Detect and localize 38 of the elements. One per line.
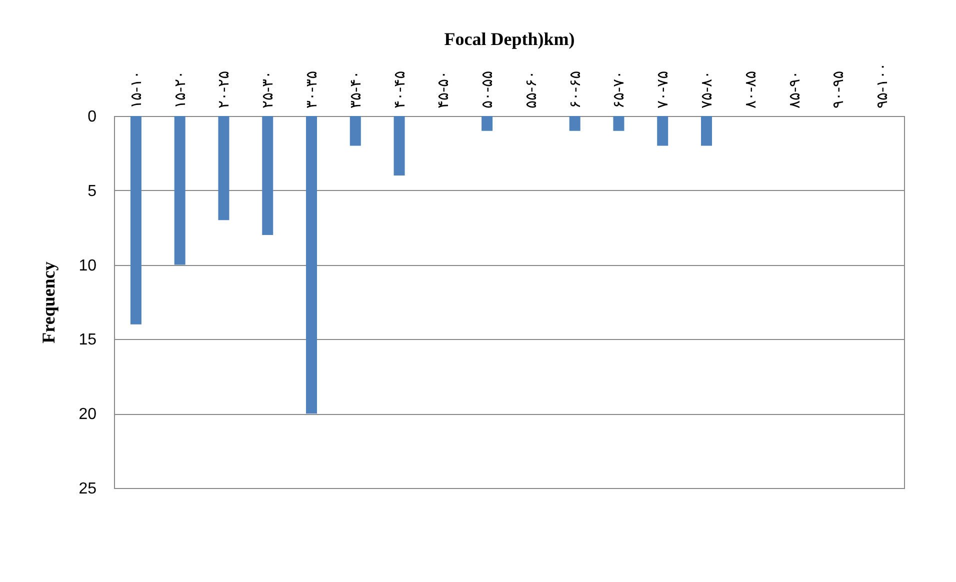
x-tick-label: ۶۰-۶۵ [566,70,584,108]
y-tick-label: 15 [78,332,97,349]
y-tick-label: 20 [78,406,97,424]
y-tick-label: 25 [78,480,97,498]
bar [174,116,186,265]
x-tick-label: ۲۰-۲۵ [214,70,233,108]
x-tick-label: ۵۵-۶۰ [522,70,540,108]
x-axis-title: Focal Depth)km) [444,28,575,49]
x-tick-label: ۳۰-۳۵ [302,70,320,108]
x-tick-label: ۸۵-۹۰ [785,70,804,108]
y-tick-label: 10 [78,257,97,274]
bar [482,116,493,131]
x-tick-label: ۴۵-۵۰ [434,70,452,108]
x-tick-label: ۹۵-۱۰۰ [873,62,892,108]
x-tick-label: ۳۵-۴۰ [346,70,364,108]
bar [613,116,624,131]
bar [657,116,668,146]
x-tick-label: ۵۰-۵۵ [478,70,496,108]
x-tick-label: ۶۵-۷۰ [610,70,628,108]
bar [394,116,405,176]
bar [701,116,712,146]
x-tick-label: ۹۰-۹۵ [829,70,848,108]
y-axis-title: Frequency [38,262,59,344]
bar [218,116,230,220]
bar [350,116,361,146]
x-tick-label: ۸۰-۸۵ [741,70,760,108]
bar [130,116,142,324]
x-tick-label: ۷۰-۷۵ [654,70,672,108]
x-tick-label: ۴۰-۴۵ [390,70,408,108]
x-tick-label: ۱۵-۱۰ [126,70,145,108]
x-tick-label: ۱۵-۲۰ [170,70,189,108]
x-tick-label: ۲۵-۳۰ [258,70,277,108]
y-tick-label: 0 [88,108,97,126]
x-tick-label: ۷۵-۸۰ [698,70,716,108]
bar [306,116,317,414]
bar [569,116,580,131]
y-tick-label: 5 [88,182,97,200]
bar [262,116,274,236]
